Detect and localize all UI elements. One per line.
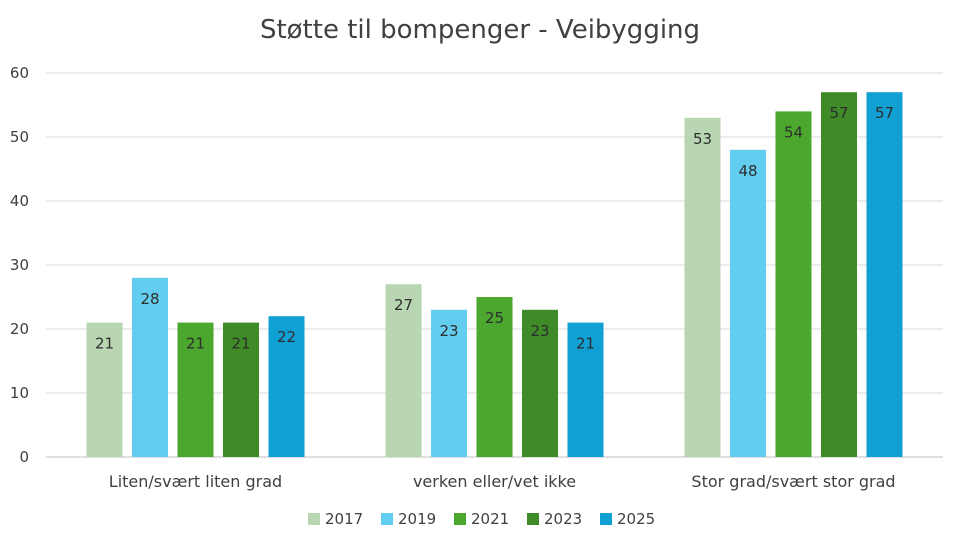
y-axis-ticks: 0 10 20 30 40 50 60: [10, 64, 29, 466]
data-label: 28: [140, 290, 159, 308]
data-label: 57: [875, 104, 894, 122]
bar-2017-3: [684, 117, 721, 458]
bars: [86, 92, 903, 458]
bar-2017-1: [86, 322, 123, 457]
bar-2021-2: [476, 297, 513, 457]
y-tick-label: 0: [19, 448, 29, 466]
bar-2025-3: [866, 92, 903, 457]
bar-2019-2: [431, 309, 467, 457]
bar-2025-1: [268, 316, 305, 457]
x-axis-categories: Liten/svært liten grad verken eller/vet i…: [109, 472, 896, 491]
data-label: 48: [738, 162, 757, 180]
legend: 2017 2019 2021 2023 2025: [308, 510, 655, 528]
legend-swatch-2021: [454, 513, 466, 525]
data-label: 23: [439, 322, 458, 340]
bar-2025-2: [567, 322, 604, 457]
bar-2019-3: [730, 149, 766, 458]
chart-title: Støtte til bompenger - Veibygging: [260, 15, 700, 45]
y-tick-label: 40: [10, 192, 29, 210]
x-category-label: Stor grad/svært stor grad: [691, 472, 895, 491]
legend-swatch-2025: [600, 513, 612, 525]
legend-swatch-2019: [381, 513, 393, 525]
data-label: 25: [485, 309, 504, 327]
y-tick-label: 10: [10, 384, 29, 402]
bar-2019-1: [132, 277, 168, 457]
x-category-label: verken eller/vet ikke: [413, 472, 576, 491]
bar-2021-1: [177, 322, 214, 457]
data-label: 21: [186, 335, 205, 353]
data-label: 23: [530, 322, 549, 340]
bar-2023-2: [522, 309, 558, 457]
data-label: 21: [231, 335, 250, 353]
bar-2023-1: [223, 322, 259, 457]
legend-label: 2021: [471, 510, 509, 528]
data-label: 54: [784, 123, 803, 141]
bar-2021-3: [775, 111, 812, 458]
data-label: 27: [394, 296, 413, 314]
data-label: 53: [693, 130, 712, 148]
legend-label: 2017: [325, 510, 363, 528]
x-category-label: Liten/svært liten grad: [109, 472, 282, 491]
y-tick-label: 50: [10, 128, 29, 146]
legend-label: 2019: [398, 510, 436, 528]
y-tick-label: 20: [10, 320, 29, 338]
data-label: 57: [829, 104, 848, 122]
y-tick-label: 30: [10, 256, 29, 274]
legend-label: 2023: [544, 510, 582, 528]
y-tick-label: 60: [10, 64, 29, 82]
data-label: 22: [277, 328, 296, 346]
bar-2023-3: [821, 92, 857, 457]
data-label: 21: [95, 335, 114, 353]
legend-label: 2025: [617, 510, 655, 528]
legend-swatch-2017: [308, 513, 320, 525]
data-label: 21: [576, 335, 595, 353]
bar-2017-2: [385, 284, 422, 457]
legend-swatch-2023: [527, 513, 539, 525]
data-labels: 21 28 21 21 22 27 23 25 23 21 53 48 54 57 57: [95, 104, 894, 352]
